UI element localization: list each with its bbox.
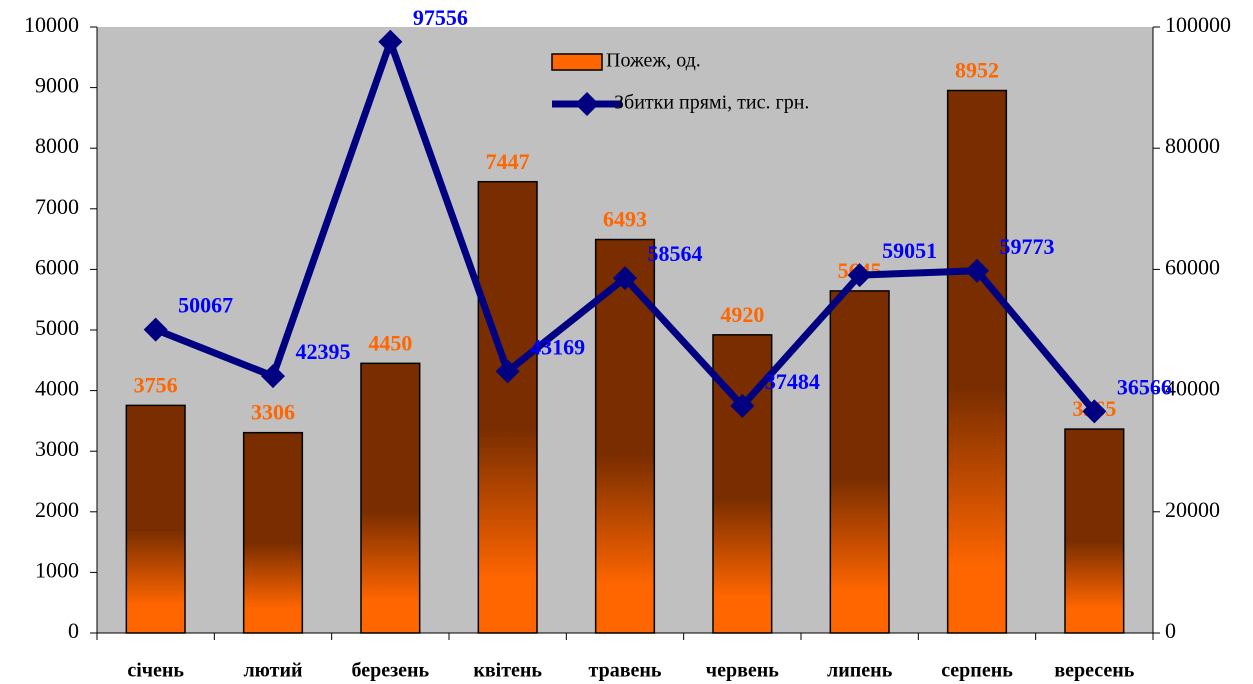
legend-label: Збитки прямі, тис. грн. (614, 92, 809, 114)
y-tick-label: 10000 (24, 12, 79, 37)
bar (829, 290, 890, 634)
bar (477, 180, 538, 634)
y-tick-label: 8000 (35, 133, 79, 158)
x-tick-label: лютий (243, 660, 302, 682)
line-value-label: 59773 (1000, 234, 1055, 259)
line-marker (613, 266, 637, 291)
line-value-label: 50067 (178, 293, 233, 318)
y-tick-label: 4000 (35, 376, 79, 401)
line-value-label: 37484 (765, 369, 820, 394)
y2-tick-label: 80000 (1165, 133, 1220, 158)
bar-value-label: 6493 (603, 207, 647, 232)
y2-tick-label: 100000 (1165, 12, 1231, 37)
x-tick-label: липень (827, 660, 893, 682)
line-value-label: 97556 (413, 5, 468, 30)
x-tick-label: березень (352, 660, 430, 682)
y-tick-label: 9000 (35, 73, 79, 98)
bar-value-label: 7447 (486, 149, 530, 174)
bar (360, 362, 421, 634)
y-tick-label: 1000 (35, 557, 79, 582)
y-tick-label: 6000 (35, 254, 79, 279)
y-tick-label: 7000 (35, 194, 79, 219)
legend-marker (575, 92, 599, 116)
line-value-label: 58564 (648, 241, 703, 266)
x-tick-label: травень (589, 660, 662, 682)
bar-value-label: 8952 (955, 58, 999, 83)
y-tick-label: 2000 (35, 497, 79, 522)
line-marker (965, 258, 989, 283)
y2-tick-label: 40000 (1165, 376, 1220, 401)
bar (242, 431, 304, 634)
line-marker (847, 263, 872, 288)
line-marker (261, 364, 285, 389)
line-value-label: 36566 (1117, 374, 1172, 399)
bar-value-label: 3756 (134, 372, 178, 397)
bar-value-label: 4920 (720, 302, 764, 327)
line-marker (495, 359, 520, 384)
x-tick-label: січень (127, 660, 184, 682)
line-marker (378, 29, 403, 54)
legend-label: Пожеж, од. (606, 50, 701, 72)
bar (594, 238, 656, 634)
legend-swatch (551, 53, 603, 71)
y2-tick-label: 20000 (1165, 497, 1220, 522)
line-value-label: 42395 (296, 339, 351, 364)
y-tick-label: 5000 (35, 315, 79, 340)
bar-value-label: 4450 (368, 330, 412, 355)
line-marker (1082, 399, 1107, 424)
x-tick-label: серпень (941, 660, 1013, 682)
x-tick-label: червень (706, 660, 779, 682)
line-value-label: 59051 (882, 238, 937, 263)
bar (125, 404, 186, 634)
line-marker (730, 393, 755, 418)
y2-tick-label: 0 (1165, 618, 1176, 643)
y2-tick-label: 60000 (1165, 254, 1220, 279)
bar (1064, 428, 1125, 634)
y-tick-label: 0 (68, 618, 79, 643)
x-tick-label: квітень (473, 660, 542, 682)
x-tick-label: вересень (1054, 660, 1134, 682)
line-marker (143, 317, 168, 342)
bar-value-label: 3306 (251, 400, 295, 425)
bar (946, 89, 1008, 634)
line-value-label: 43169 (530, 334, 585, 359)
y-tick-label: 3000 (35, 436, 79, 461)
